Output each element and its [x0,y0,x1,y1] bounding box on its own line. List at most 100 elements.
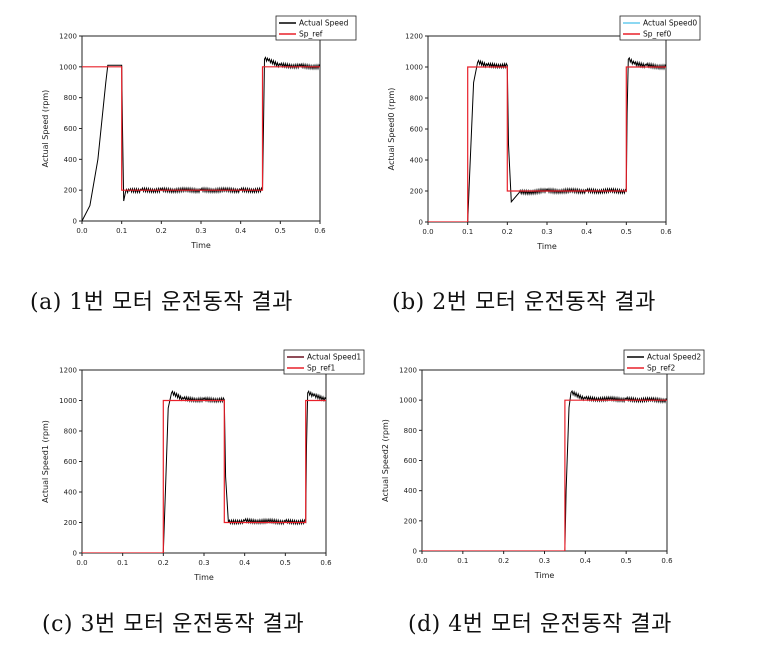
y-tick-label: 0 [419,219,423,227]
y-tick-label: 800 [404,427,417,435]
plot-frame [81,35,321,222]
y-tick-label: 0 [413,548,417,556]
y-tick-label: 1200 [59,367,77,375]
y-tick-label: 800 [410,95,423,103]
legend: Actual Speed1 Sp_ref1 [283,349,365,375]
y-axis-label: Actual Speed2 (rpm) [381,419,390,502]
x-tick-label: 0.2 [156,227,167,235]
series-line-0 [82,390,326,553]
caption-a: (a) 1번 모터 운전동작 결과 [30,290,293,315]
legend-label-1: Sp_ref [299,30,323,39]
x-tick-label: 0.0 [422,228,433,236]
y-tick-label: 400 [64,156,77,164]
x-tick-label: 0.1 [462,228,473,236]
series-line-0 [422,389,667,551]
x-tick-label: 0.2 [158,559,169,567]
y-tick-label: 400 [410,157,423,165]
x-tick-label: 0.2 [498,557,509,565]
y-tick-label: 1200 [405,33,423,41]
y-tick-label: 800 [64,94,77,102]
legend-box [619,15,701,41]
series-line-1 [82,66,320,191]
x-tick-label: 0.4 [581,228,593,236]
x-tick-label: 0.5 [275,227,286,235]
y-tick-label: 1200 [399,367,417,375]
series-line-1 [422,399,667,551]
x-tick-label: 0.6 [660,228,672,236]
y-tick-label: 600 [410,126,423,134]
series-line-0 [428,56,666,222]
x-axis-label: Time [534,571,555,580]
x-tick-label: 0.1 [116,227,127,235]
y-axis-label: Actual Speed1 (rpm) [41,420,50,503]
y-tick-label: 600 [64,125,77,133]
y-tick-label: 1000 [59,397,77,405]
y-tick-label: 400 [64,489,77,497]
caption-b: (b) 2번 모터 운전동작 결과 [392,290,656,315]
x-tick-label: 0.5 [621,557,632,565]
series-line-0 [82,56,320,221]
x-tick-label: 0.1 [117,559,128,567]
x-axis-label: Time [536,242,557,251]
chart-3: 0.0 0.1 0.2 0.3 0.4 0.5 0.6 0 200 400 600 800 1000 12… [381,349,705,580]
legend-label-0: Actual Speed0 [643,19,697,28]
x-tick-label: 0.1 [457,557,468,565]
plot-frame [421,369,668,552]
x-axis-label: Time [193,573,214,582]
x-tick-label: 0.3 [198,559,209,567]
legend-box [283,349,365,375]
chart-2: 0.0 0.1 0.2 0.3 0.4 0.5 0.6 0 200 400 600 800 1000 12… [41,349,365,582]
x-tick-label: 0.6 [314,227,326,235]
legend: Actual Speed2 Sp_ref2 [623,349,705,375]
plot-frame [427,35,667,223]
y-tick-label: 600 [64,458,77,466]
y-axis-label: Actual Speed (rpm) [41,90,50,168]
x-tick-label: 0.3 [539,557,550,565]
legend-label-1: Sp_ref1 [307,364,335,373]
legend-box [275,15,357,41]
chart-1: 0.0 0.1 0.2 0.3 0.4 0.5 0.6 0 200 400 600 800 1000 12… [387,15,701,251]
y-tick-label: 600 [404,457,417,465]
x-tick-label: 0.0 [416,557,427,565]
legend-box [623,349,705,375]
x-tick-label: 0.5 [621,228,632,236]
legend-label-1: Sp_ref2 [647,364,675,373]
legend-label-1: Sp_ref0 [643,30,671,39]
y-tick-label: 1000 [399,397,417,405]
y-tick-label: 200 [64,187,77,195]
y-tick-label: 0 [73,218,77,226]
y-tick-label: 400 [404,487,417,495]
x-tick-label: 0.4 [580,557,592,565]
x-tick-label: 0.4 [239,559,251,567]
y-tick-label: 1000 [59,63,77,71]
x-tick-label: 0.5 [280,559,291,567]
x-tick-label: 0.4 [235,227,247,235]
x-tick-label: 0.3 [541,228,552,236]
x-tick-label: 0.2 [502,228,513,236]
y-tick-label: 800 [64,428,77,436]
y-tick-label: 1200 [59,33,77,41]
legend: Actual Speed0 Sp_ref0 [619,15,701,41]
y-tick-label: 200 [410,188,423,196]
legend-label-0: Actual Speed [299,19,349,28]
series-line-1 [428,66,666,222]
legend: Actual Speed Sp_ref [275,15,357,41]
y-tick-label: 200 [404,517,417,525]
x-axis-label: Time [190,241,211,250]
caption-d: (d) 4번 모터 운전동작 결과 [408,612,672,637]
y-tick-label: 0 [73,550,77,558]
legend-label-0: Actual Speed2 [647,353,701,362]
y-axis-label: Actual Speed0 (rpm) [387,88,396,171]
caption-c: (c) 3번 모터 운전동작 결과 [42,612,305,637]
y-tick-label: 1000 [405,64,423,72]
x-tick-label: 0.3 [195,227,206,235]
series-line-1 [82,399,326,553]
chart-0: 0.0 0.1 0.2 0.3 0.4 0.5 0.6 0 200 400 600 800 1000 12… [41,15,357,250]
plot-frame [81,369,327,554]
legend-label-0: Actual Speed1 [307,353,361,362]
y-tick-label: 200 [64,519,77,527]
x-tick-label: 0.0 [76,227,87,235]
x-tick-label: 0.6 [320,559,332,567]
x-tick-label: 0.0 [76,559,87,567]
